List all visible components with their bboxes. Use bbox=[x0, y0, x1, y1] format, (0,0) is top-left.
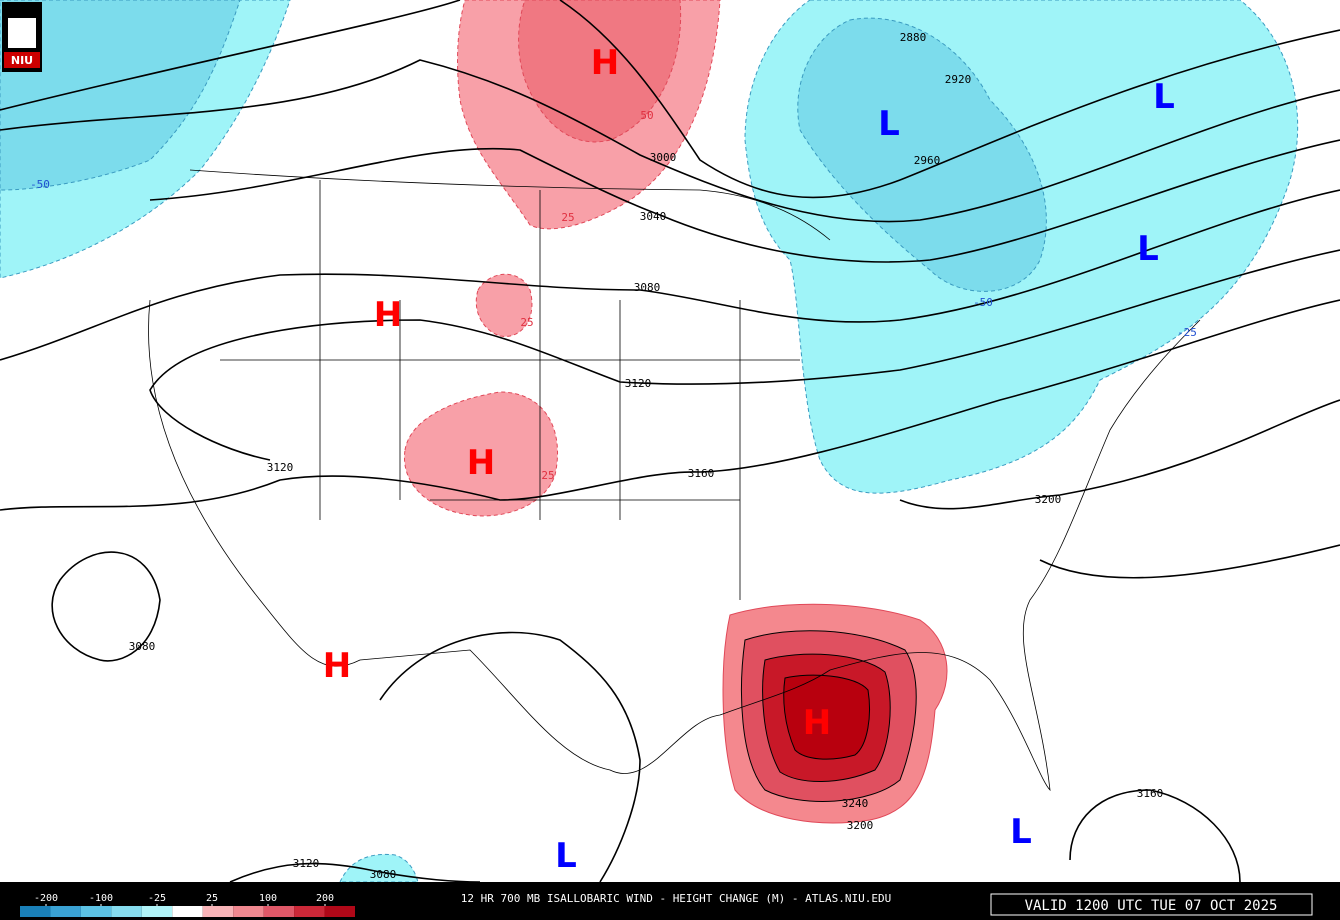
rise-area bbox=[475, 273, 533, 337]
height-label: 2960 bbox=[914, 154, 941, 167]
height-label: 3200 bbox=[847, 819, 874, 832]
colorbar-label: -25 bbox=[148, 893, 166, 904]
contour bbox=[379, 631, 641, 883]
contour bbox=[149, 249, 1340, 461]
pressure-center: L bbox=[1010, 812, 1032, 852]
rise-area bbox=[518, 0, 682, 143]
contour bbox=[149, 139, 1340, 263]
contour bbox=[1069, 789, 1241, 883]
colorbar: -200 -100 -25 25 100 200 bbox=[20, 893, 355, 917]
rise-area bbox=[783, 674, 870, 760]
contour bbox=[0, 189, 1340, 361]
logo-band bbox=[4, 52, 40, 68]
title: 12 HR 700 MB ISALLOBARIC WIND - HEIGHT C… bbox=[461, 892, 891, 905]
rise-area bbox=[403, 391, 559, 517]
pressure-center: L bbox=[878, 104, 900, 144]
height-label: 3080 bbox=[370, 868, 397, 881]
change-label: -50 bbox=[973, 296, 993, 309]
change-label: 50 bbox=[640, 109, 653, 122]
colorbar-swatch bbox=[324, 906, 355, 917]
colorbar-swatch bbox=[233, 906, 264, 917]
contour bbox=[899, 399, 1340, 510]
change-label: 25 bbox=[520, 316, 533, 329]
pressure-center: H bbox=[467, 443, 495, 483]
colorbar-label: 25 bbox=[206, 893, 218, 904]
valid-time: VALID 1200 UTC TUE 07 OCT 2025 bbox=[1025, 898, 1278, 914]
pressure-center: H bbox=[374, 295, 402, 335]
fall-area bbox=[0, 0, 241, 191]
pressure-center: H bbox=[591, 43, 619, 83]
colorbar-label: 200 bbox=[316, 893, 334, 904]
pressure-center: L bbox=[555, 836, 577, 876]
colorbar-label: -100 bbox=[89, 893, 113, 904]
colorbar-swatch bbox=[263, 906, 295, 917]
pressure-center: L bbox=[1137, 229, 1159, 269]
height-label: 3120 bbox=[293, 857, 320, 870]
contour bbox=[0, 59, 1340, 223]
height-label: 3080 bbox=[129, 640, 156, 653]
contour bbox=[229, 862, 481, 883]
height-contours bbox=[0, 0, 1340, 883]
height-label: 3120 bbox=[267, 461, 294, 474]
colorbar-label: -200 bbox=[34, 893, 58, 904]
height-label: 3160 bbox=[1137, 787, 1164, 800]
height-label: 3240 bbox=[842, 797, 869, 810]
pressure-center: H bbox=[803, 703, 831, 743]
change-label: -25 bbox=[1177, 326, 1197, 339]
border bbox=[148, 299, 1201, 792]
colorbar-swatch bbox=[50, 906, 81, 917]
colorbar-swatch bbox=[202, 906, 234, 917]
pressure-center: L bbox=[1153, 77, 1175, 117]
colorbar-swatch bbox=[141, 906, 173, 917]
pressure-center: H bbox=[323, 646, 351, 686]
height-label: 3000 bbox=[650, 151, 677, 164]
colorbar-label: 100 bbox=[259, 893, 277, 904]
border bbox=[220, 180, 800, 600]
contour bbox=[0, 299, 1340, 511]
height-label: 3200 bbox=[1035, 493, 1062, 506]
height-label: 3160 bbox=[688, 467, 715, 480]
colorbar-swatch bbox=[80, 906, 112, 917]
colorbar-swatch bbox=[294, 906, 325, 917]
contour bbox=[51, 551, 161, 662]
borders bbox=[148, 169, 1201, 792]
contour bbox=[1039, 544, 1340, 579]
height-label: 2880 bbox=[900, 31, 927, 44]
change-label: 25 bbox=[541, 469, 554, 482]
labels: H H H H H L L L L L 2880 2920 2960 3000 3040 3080 3120 31… bbox=[30, 31, 1197, 881]
change-label: 25 bbox=[561, 211, 574, 224]
change-label: -50 bbox=[30, 178, 50, 191]
colorbar-swatch bbox=[20, 906, 51, 917]
valid-box bbox=[990, 893, 1313, 916]
height-label: 3080 bbox=[634, 281, 661, 294]
height-label: 3120 bbox=[625, 377, 652, 390]
border bbox=[189, 169, 831, 241]
fall-area bbox=[797, 17, 1047, 292]
logo-text: NIU bbox=[11, 54, 33, 67]
colorbar-swatch bbox=[111, 906, 142, 917]
contour bbox=[0, 0, 1340, 199]
height-label: 2920 bbox=[945, 73, 972, 86]
logo-emblem bbox=[8, 18, 36, 48]
height-label: 3040 bbox=[640, 210, 667, 223]
colorbar-swatch bbox=[172, 906, 203, 917]
